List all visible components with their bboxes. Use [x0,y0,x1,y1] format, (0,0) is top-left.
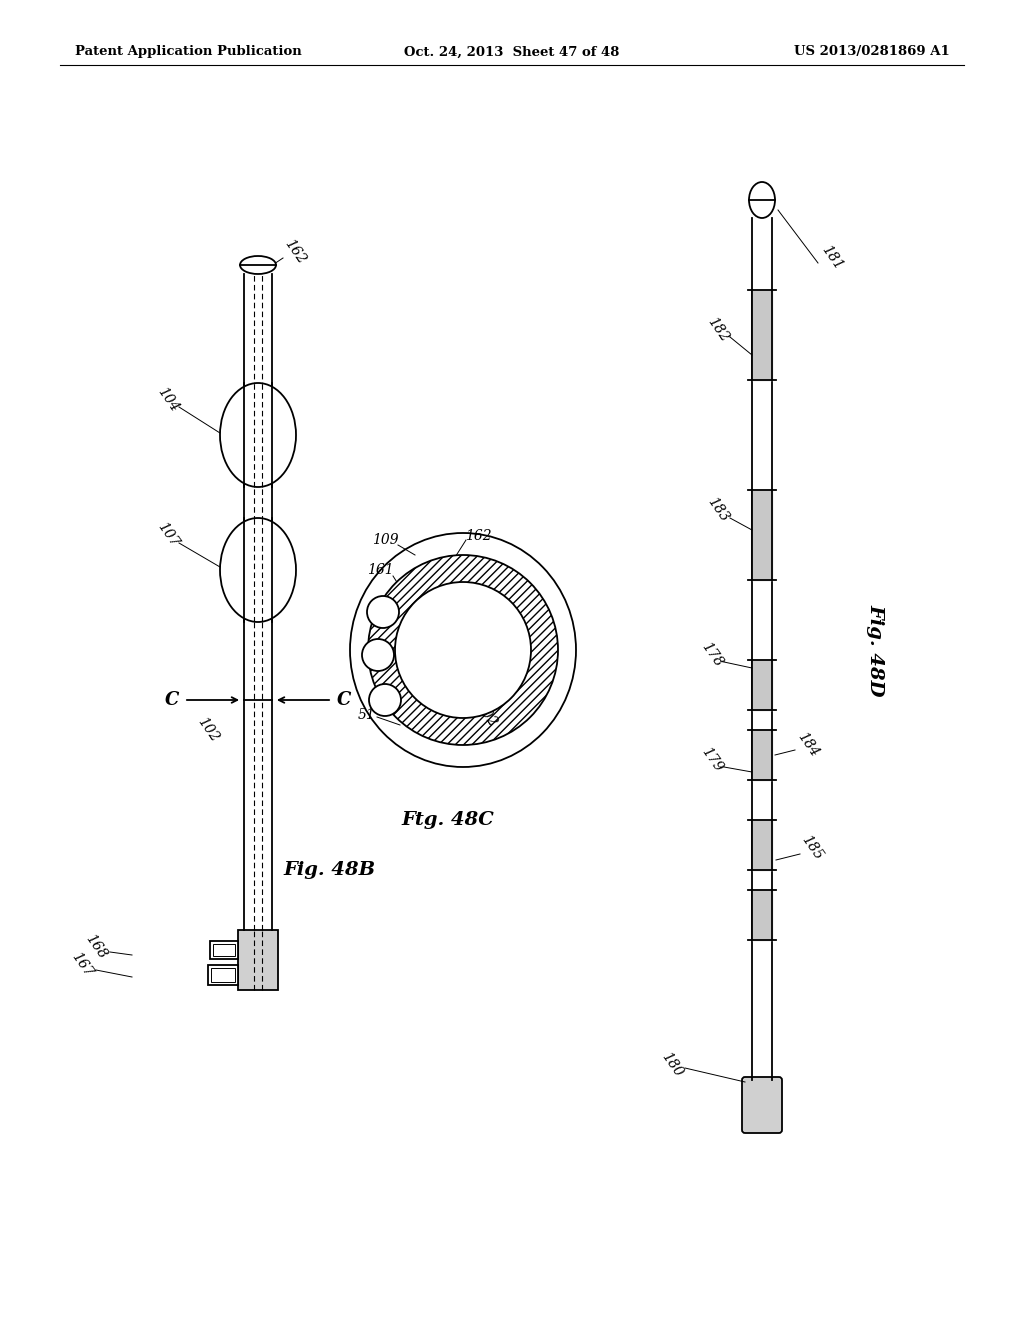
Text: 109: 109 [372,533,398,546]
Text: 168: 168 [83,932,110,962]
Text: Oct. 24, 2013  Sheet 47 of 48: Oct. 24, 2013 Sheet 47 of 48 [404,45,620,58]
Ellipse shape [240,256,276,275]
Text: Ftg. 48C: Ftg. 48C [401,810,495,829]
Text: 180: 180 [658,1051,685,1080]
Text: C: C [165,690,179,709]
Text: 162: 162 [282,238,308,267]
Text: 162: 162 [465,529,492,543]
Text: 184: 184 [795,730,821,760]
Circle shape [395,582,531,718]
Text: 102: 102 [473,700,500,730]
Text: 104: 104 [155,385,181,414]
FancyBboxPatch shape [238,931,278,990]
Circle shape [368,554,558,744]
Text: 167: 167 [69,950,95,979]
Text: 51: 51 [358,708,376,722]
Text: US 2013/0281869 A1: US 2013/0281869 A1 [795,45,950,58]
Ellipse shape [220,517,296,622]
Text: 179: 179 [698,744,725,775]
FancyBboxPatch shape [210,941,238,960]
FancyBboxPatch shape [208,965,238,985]
Text: Fig. 48B: Fig. 48B [284,861,376,879]
Circle shape [369,684,401,715]
Text: 107: 107 [155,520,181,550]
Circle shape [362,639,394,671]
Text: 183: 183 [705,495,731,525]
Ellipse shape [749,182,775,218]
Text: 102: 102 [195,715,221,744]
Text: 178: 178 [698,640,725,671]
Circle shape [367,597,399,628]
Ellipse shape [220,383,296,487]
Text: 181: 181 [818,243,846,273]
Text: Fig. 48D: Fig. 48D [866,603,884,696]
Text: 161: 161 [367,564,393,577]
Text: 185: 185 [799,833,825,863]
Text: Patent Application Publication: Patent Application Publication [75,45,302,58]
Text: 182: 182 [705,315,731,345]
FancyBboxPatch shape [742,1077,782,1133]
Ellipse shape [350,533,575,767]
Text: C: C [337,690,351,709]
